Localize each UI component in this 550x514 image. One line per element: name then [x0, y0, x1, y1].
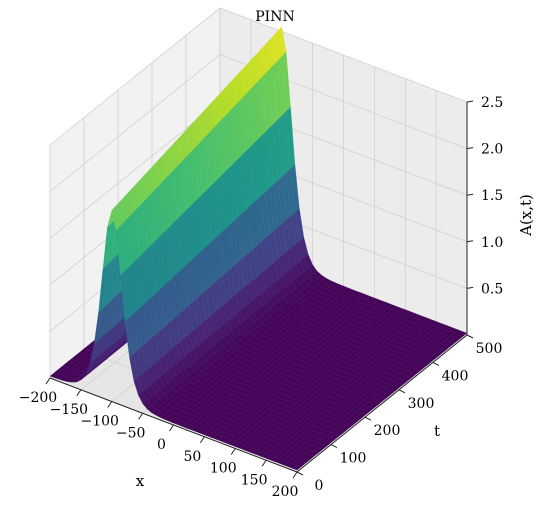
- x-tick-label: 0: [157, 437, 166, 453]
- z-tick-label: 0.5: [481, 281, 503, 297]
- t-tick: [466, 334, 474, 339]
- x-tick-label: −200: [19, 390, 57, 406]
- x-tick-label: 200: [272, 484, 299, 500]
- t-tick-label: 500: [476, 341, 503, 357]
- z-tick-label: 2.5: [481, 95, 503, 111]
- t-tick: [432, 361, 440, 366]
- z-tick: [466, 286, 474, 289]
- t-tick-label: 400: [442, 368, 469, 384]
- x-tick-label: 50: [183, 449, 201, 465]
- x-tick-label: 100: [210, 461, 237, 477]
- surface-patch: [292, 464, 302, 471]
- z-tick-label: 1.0: [481, 235, 503, 251]
- x-tick: [169, 424, 174, 432]
- z-tick: [466, 240, 474, 243]
- t-tick-label: 100: [340, 451, 367, 467]
- x-tick: [261, 459, 267, 467]
- x-tick-label: −50: [116, 425, 146, 441]
- x-tick: [107, 401, 113, 408]
- t-axis-line: [296, 334, 468, 473]
- grid-line-z: [49, 54, 468, 192]
- z-axis-label: A(x,t): [517, 194, 535, 237]
- t-tick-label: 0: [315, 478, 324, 494]
- x-tick: [292, 471, 298, 479]
- x-tick: [138, 412, 144, 420]
- chart-title: PINN: [255, 9, 294, 25]
- x-tick-label: 150: [241, 472, 268, 488]
- z-tick: [466, 100, 474, 103]
- z-tick: [466, 193, 474, 196]
- t-tick: [296, 471, 304, 476]
- axis-lines: [45, 100, 474, 479]
- x-tick: [230, 448, 236, 455]
- t-tick: [364, 416, 372, 421]
- t-tick-label: 300: [408, 396, 435, 412]
- x-axis-label: x: [136, 472, 145, 490]
- surface-mesh: [49, 26, 468, 471]
- x-tick-label: −100: [81, 414, 119, 430]
- x-tick: [45, 377, 51, 385]
- t-tick-label: 200: [374, 423, 401, 439]
- z-tick-label: 1.5: [481, 188, 503, 204]
- x-tick: [199, 436, 205, 444]
- x-tick: [76, 389, 82, 397]
- z-tick: [466, 147, 474, 150]
- y-axis-label: t: [434, 422, 440, 440]
- grid-line-z: [49, 7, 468, 146]
- x-tick-label: −150: [50, 402, 88, 418]
- t-tick: [398, 389, 406, 394]
- z-tick-label: 2.0: [481, 142, 503, 158]
- t-tick: [330, 444, 338, 449]
